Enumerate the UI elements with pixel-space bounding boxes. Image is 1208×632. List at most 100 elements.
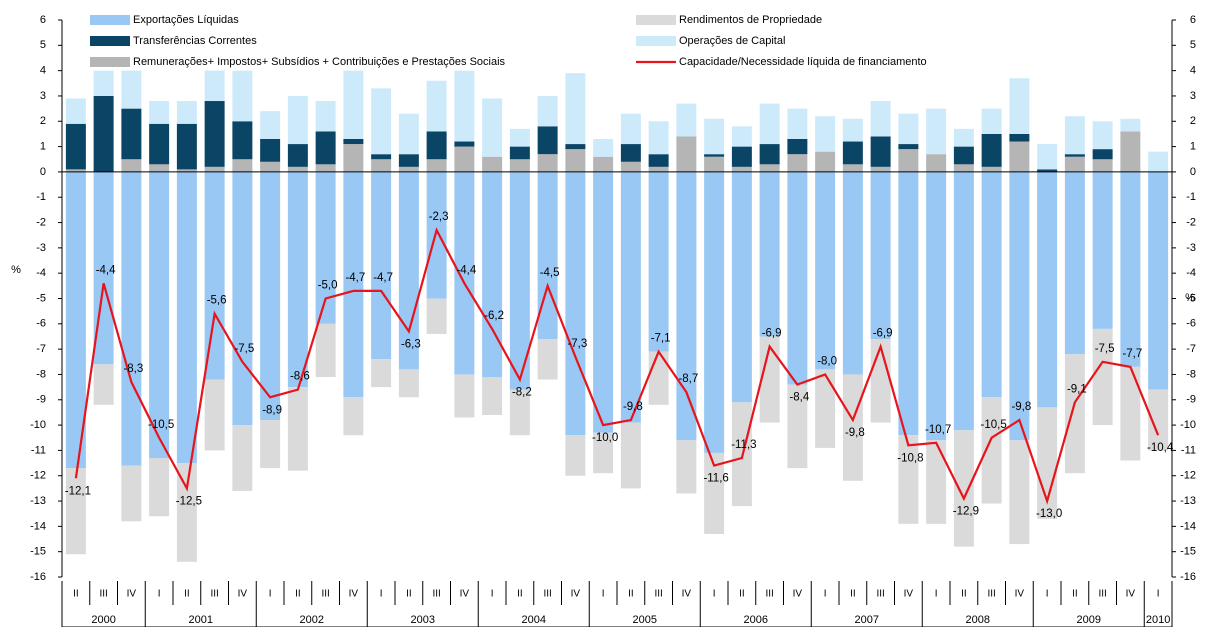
bar-segment: [842, 171, 863, 375]
bar-segment: [260, 171, 281, 421]
y2-tick-label: -15: [1180, 546, 1196, 558]
bar-segment: [953, 146, 974, 165]
bar-segment: [898, 113, 919, 145]
bar-segment: [731, 171, 752, 403]
y2-tick-label: 4: [1190, 65, 1196, 77]
data-label: -10,7: [925, 424, 951, 436]
bar-segment: [204, 379, 225, 451]
bar-segment: [343, 397, 364, 436]
bar-segment: [232, 121, 253, 160]
bar-segment: [537, 95, 558, 127]
x-tick-label: I: [824, 589, 827, 600]
bar-segment: [343, 138, 364, 145]
x-tick-label: I: [1157, 589, 1160, 600]
bar-segment: [398, 154, 419, 167]
y-tick-label: -7: [36, 343, 46, 355]
data-label: -10,5: [148, 419, 174, 431]
bar-segment: [398, 113, 419, 155]
data-label: -4,5: [540, 267, 560, 279]
bar-segment: [704, 154, 725, 157]
bar-segment: [1037, 144, 1058, 170]
data-label: -8,2: [512, 387, 532, 399]
bar-segment: [315, 171, 336, 324]
bar-segment: [204, 101, 225, 167]
bar-segment: [260, 161, 281, 172]
y-tick-label: 3: [40, 90, 46, 102]
x-tick-label: I: [1046, 589, 1049, 600]
bar-segment: [260, 138, 281, 162]
bar-segment: [953, 171, 974, 431]
bar-segment: [93, 95, 114, 172]
x-tick-label: III: [876, 589, 884, 600]
bar-segment: [1120, 131, 1141, 172]
bar-segment: [537, 171, 558, 340]
bar-segment: [315, 101, 336, 132]
bar-segment: [704, 171, 725, 453]
bar-segment: [842, 164, 863, 172]
y2-tick-label: -4: [1186, 267, 1196, 279]
y-tick-label: -3: [36, 242, 46, 254]
bar-segment: [1009, 171, 1030, 441]
bar-segment: [648, 121, 669, 155]
bar-segment: [981, 108, 1002, 134]
bar-segment: [232, 171, 253, 426]
x-tick-label: IV: [1015, 589, 1025, 600]
bar-segment: [454, 146, 475, 172]
y-tick-label: -13: [30, 495, 46, 507]
bar-segment: [287, 387, 308, 471]
data-label: -7,5: [234, 343, 254, 355]
data-label: -11,3: [731, 439, 756, 451]
data-label: -11,6: [703, 473, 728, 485]
bar-segment: [454, 374, 475, 418]
bar-segment: [787, 384, 808, 469]
bar-segment: [65, 98, 86, 124]
data-label: -8,6: [290, 371, 310, 383]
bar-segment: [648, 351, 669, 405]
year-label: 2004: [522, 614, 546, 626]
bar-segment: [482, 171, 503, 377]
bar-segment: [870, 171, 891, 340]
data-label: -12,1: [65, 485, 91, 497]
bar-segment: [842, 118, 863, 142]
bar-segment: [898, 144, 919, 150]
bar-segment: [149, 123, 170, 165]
bar-segment: [815, 369, 836, 448]
bar-segment: [815, 171, 836, 370]
y-tick-label: 4: [40, 65, 46, 77]
bar-segment: [676, 171, 697, 441]
data-label: -4,4: [96, 264, 116, 276]
y2-tick-label: -2: [1186, 216, 1196, 228]
y2-tick-label: 3: [1190, 90, 1196, 102]
bar-segment: [204, 166, 225, 172]
year-label: 2003: [411, 614, 435, 626]
data-label: -5,0: [318, 280, 338, 292]
bar-segment: [842, 141, 863, 165]
bar-segment: [371, 171, 392, 360]
bar-segment: [981, 133, 1002, 167]
y2-tick-label: -8: [1186, 368, 1196, 380]
bar-segment: [65, 171, 86, 469]
bar-segment: [1120, 366, 1141, 461]
year-label: 2001: [189, 614, 213, 626]
bar-segment: [371, 159, 392, 172]
bar-segment: [1064, 154, 1085, 157]
x-tick-label: III: [543, 589, 551, 600]
y2-tick-label: -12: [1180, 470, 1196, 482]
bar-segment: [287, 171, 308, 388]
x-tick-label: I: [158, 589, 161, 600]
bar-segment: [787, 108, 808, 139]
bar-segment: [1092, 121, 1113, 150]
x-tick-label: II: [184, 589, 190, 600]
data-label: -9,1: [1067, 383, 1087, 395]
bar-segment: [426, 80, 447, 132]
data-label: -12,9: [953, 506, 979, 518]
bar-segment: [565, 435, 586, 476]
bar-segment: [1092, 159, 1113, 172]
y2-tick-label: -1: [1186, 191, 1196, 203]
bar-segment: [371, 359, 392, 388]
bar-segment: [759, 171, 780, 337]
x-tick-label: IV: [1126, 589, 1136, 600]
bar-segment: [870, 339, 891, 423]
bar-segment: [65, 123, 86, 170]
year-label: 2010: [1146, 614, 1170, 626]
